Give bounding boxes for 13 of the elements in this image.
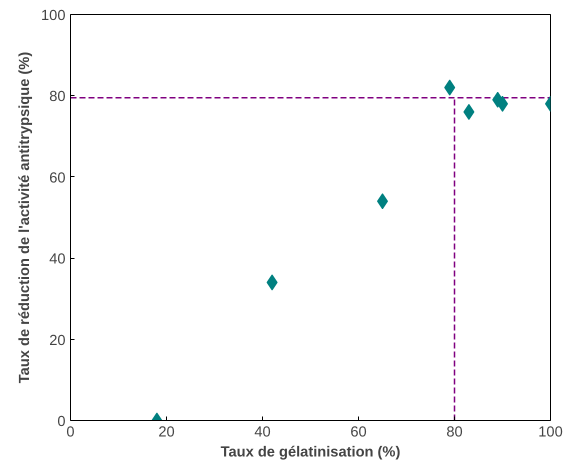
x-tick-label: 100	[538, 424, 563, 440]
y-tick-label: 20	[49, 332, 66, 349]
x-axis-title: Taux de gélatinisation (%)	[220, 444, 400, 460]
y-axis-title: Taux de réduction de l'activité antitrypsique (%)	[17, 52, 34, 384]
x-tick-label: 20	[158, 424, 175, 440]
y-tick-label: 80	[49, 89, 66, 106]
y-tick-label: 40	[49, 252, 66, 268]
x-tick-label: 60	[350, 424, 367, 440]
y-tick-label: 0	[57, 414, 66, 430]
x-tick-label: 80	[446, 424, 463, 440]
y-tick-label: 60	[49, 170, 66, 186]
x-tick-label: 40	[254, 424, 271, 440]
y-tick-label: 100	[41, 8, 66, 24]
